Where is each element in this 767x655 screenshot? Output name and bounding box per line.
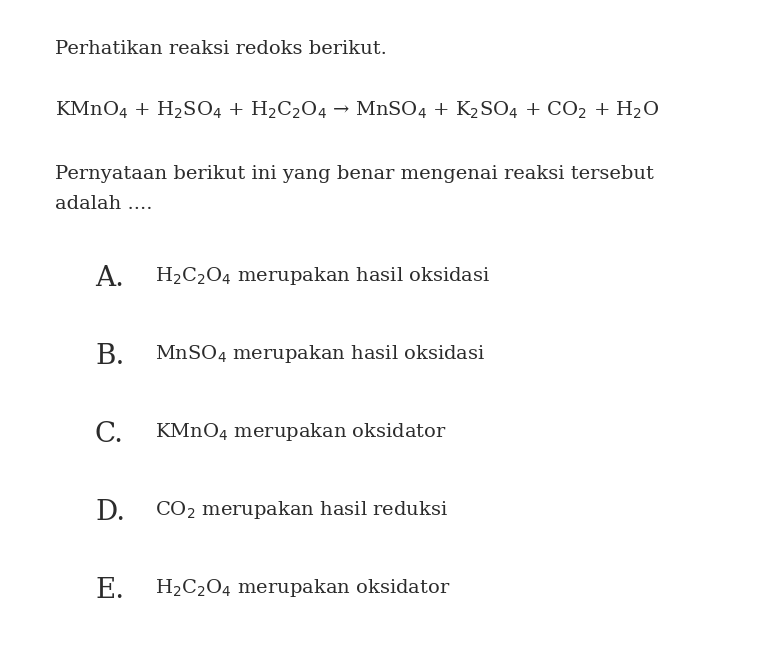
Text: E.: E. bbox=[95, 577, 124, 604]
Text: MnSO$_4$ merupakan hasil oksidasi: MnSO$_4$ merupakan hasil oksidasi bbox=[155, 343, 486, 365]
Text: Pernyataan berikut ini yang benar mengenai reaksi tersebut: Pernyataan berikut ini yang benar mengen… bbox=[55, 165, 654, 183]
Text: KMnO$_4$ + H$_2$SO$_4$ + H$_2$C$_2$O$_4$ → MnSO$_4$ + K$_2$SO$_4$ + CO$_2$ + H$_: KMnO$_4$ + H$_2$SO$_4$ + H$_2$C$_2$O$_4$… bbox=[55, 100, 659, 121]
Text: CO$_2$ merupakan hasil reduksi: CO$_2$ merupakan hasil reduksi bbox=[155, 499, 448, 521]
Text: H$_2$C$_2$O$_4$ merupakan hasil oksidasi: H$_2$C$_2$O$_4$ merupakan hasil oksidasi bbox=[155, 265, 490, 287]
Text: D.: D. bbox=[95, 499, 125, 526]
Text: A.: A. bbox=[95, 265, 124, 292]
Text: adalah ....: adalah .... bbox=[55, 195, 153, 213]
Text: KMnO$_4$ merupakan oksidator: KMnO$_4$ merupakan oksidator bbox=[155, 421, 446, 443]
Text: Perhatikan reaksi redoks berikut.: Perhatikan reaksi redoks berikut. bbox=[55, 40, 387, 58]
Text: B.: B. bbox=[95, 343, 124, 370]
Text: H$_2$C$_2$O$_4$ merupakan oksidator: H$_2$C$_2$O$_4$ merupakan oksidator bbox=[155, 577, 450, 599]
Text: C.: C. bbox=[95, 421, 124, 448]
